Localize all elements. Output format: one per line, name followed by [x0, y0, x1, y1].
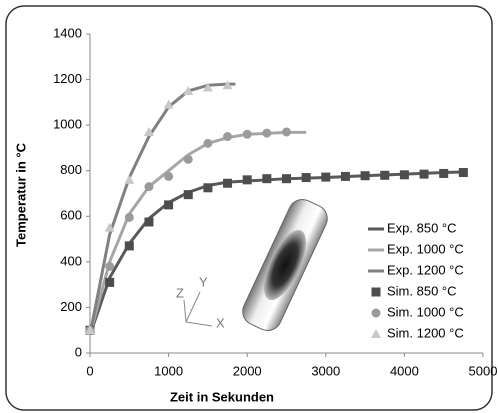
data-point: [144, 182, 153, 191]
data-point: [400, 170, 409, 179]
y-axis-title: Temperatur in °C: [13, 142, 28, 247]
y-tick-label: 1400: [53, 25, 82, 40]
x-tick-label: 4000: [390, 363, 419, 378]
data-point: [203, 139, 212, 148]
data-point: [125, 213, 134, 222]
y-tick-label: 600: [60, 208, 82, 223]
data-point: [420, 170, 429, 179]
data-point: [341, 172, 350, 181]
y-tick-label: 200: [60, 299, 82, 314]
data-point: [321, 173, 330, 182]
x-tick-label: 0: [86, 363, 93, 378]
data-point: [372, 309, 381, 318]
y-tick-label: 0: [75, 344, 82, 359]
legend-label: Sim. 1000 °C: [387, 304, 464, 319]
data-point: [459, 168, 468, 177]
legend-label: Exp. 850 °C: [387, 220, 457, 235]
data-point: [262, 129, 271, 138]
legend-label: Sim. 1200 °C: [387, 325, 464, 340]
x-tick-label: 2000: [233, 363, 262, 378]
data-point: [302, 173, 311, 182]
data-point: [262, 174, 271, 183]
chart: Z Y X Zeit in Sekunden Temperatur in °C …: [0, 0, 498, 413]
y-tick-label: 400: [60, 253, 82, 268]
data-point: [380, 171, 389, 180]
annotation: Z: [176, 285, 184, 300]
data-point: [282, 127, 291, 136]
legend-label: Exp. 1000 °C: [387, 241, 464, 256]
annotation: Y: [199, 274, 208, 289]
x-tick-label: 1000: [154, 363, 183, 378]
data-point: [203, 183, 212, 192]
data-point: [105, 262, 114, 271]
y-tick-label: 1200: [53, 71, 82, 86]
x-axis-title: Zeit in Sekunden: [170, 389, 274, 404]
data-point: [243, 175, 252, 184]
data-point: [439, 169, 448, 178]
data-point: [125, 241, 134, 250]
legend-label: Exp. 1200 °C: [387, 262, 464, 277]
data-point: [164, 200, 173, 209]
y-tick-label: 1000: [53, 117, 82, 132]
data-point: [223, 132, 232, 141]
data-point: [164, 172, 173, 181]
data-point: [361, 171, 370, 180]
x-tick-label: 3000: [311, 363, 340, 378]
data-point: [243, 130, 252, 139]
data-point: [282, 174, 291, 183]
data-point: [223, 179, 232, 188]
data-point: [144, 217, 153, 226]
annotation: X: [216, 315, 225, 330]
x-tick-label: 5000: [469, 363, 498, 378]
data-point: [184, 190, 193, 199]
data-point: [184, 155, 193, 164]
data-point: [105, 278, 114, 287]
data-point: [372, 288, 381, 297]
y-tick-label: 800: [60, 162, 82, 177]
legend-label: Sim. 850 °C: [387, 283, 457, 298]
